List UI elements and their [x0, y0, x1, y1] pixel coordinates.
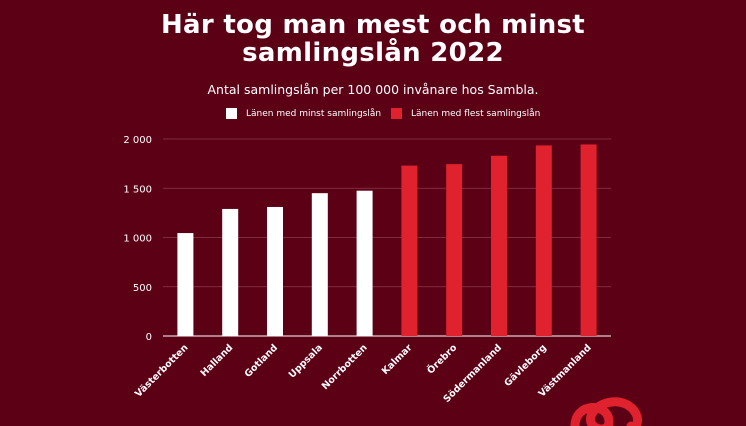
legend-label-flest: Länen med flest samlingslån [411, 108, 541, 119]
legend-label-minst: Länen med minst samlingslån [246, 108, 382, 119]
bar-södermanland [491, 155, 507, 336]
legend-swatch-minst [226, 108, 237, 119]
x-tick-label: Örebro [425, 342, 459, 376]
bar-västerbotten [177, 233, 194, 336]
bar-västmanland [580, 144, 597, 336]
bar-gotland [267, 206, 283, 336]
bar-örebro [446, 164, 463, 336]
x-tick-label: Halland [199, 342, 236, 379]
chart-subtitle: Antal samlingslån per 100 000 invånare h… [207, 82, 539, 97]
bar-gävleborg [535, 145, 552, 336]
y-tick-label: 2 000 [123, 135, 152, 146]
x-tick-label: Gotland [243, 342, 281, 380]
x-tick-label: Norrbotten [320, 342, 370, 392]
bar-kalmar [401, 165, 418, 336]
y-tick-label: 0 [146, 332, 152, 343]
y-tick-label: 1 500 [123, 184, 152, 195]
x-tick-label: Västerbotten [133, 342, 191, 400]
y-tick-label: 1 000 [123, 234, 152, 245]
chart-title-line1: Här tog man mest och minst [160, 10, 586, 40]
bar-uppsala [311, 193, 328, 336]
bar-norrbotten [356, 190, 373, 336]
bar-halland [222, 208, 239, 336]
chart-title-line2: samlingslån 2022 [242, 38, 504, 68]
sambla-logo-icon [570, 397, 642, 426]
legend-item-minst: Länen med minst samlingslån [226, 108, 381, 119]
x-tick-label: Kalmar [380, 342, 415, 377]
x-tick-label: Gävleborg [502, 342, 549, 389]
legend-swatch-flest [391, 108, 402, 119]
x-tick-label: Uppsala [287, 342, 325, 380]
legend-item-flest: Länen med flest samlingslån [391, 108, 540, 119]
y-tick-label: 500 [133, 283, 152, 294]
